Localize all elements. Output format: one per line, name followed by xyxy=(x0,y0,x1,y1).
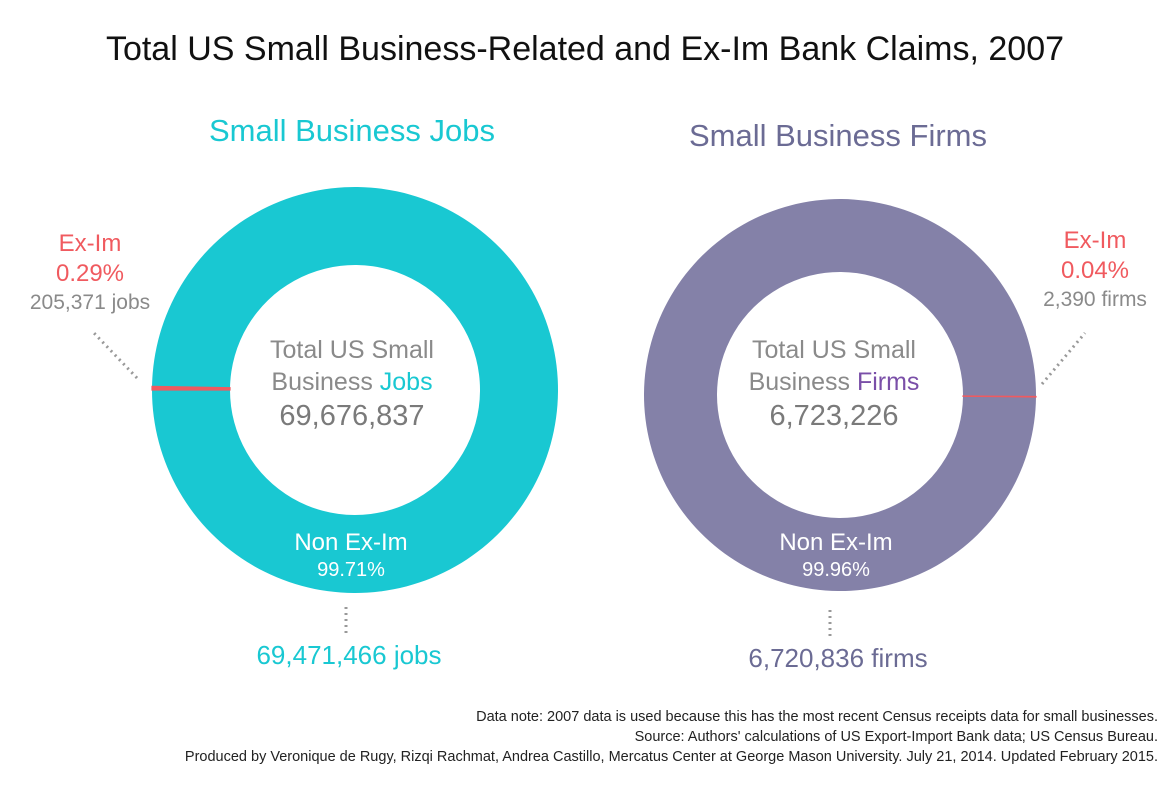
jobs-center-line2: Business Jobs xyxy=(222,366,482,398)
jobs-center-line2-prefix: Business xyxy=(271,368,380,396)
page-title: Total US Small Business-Related and Ex-I… xyxy=(105,30,1065,68)
firms-chart-title: Small Business Firms xyxy=(689,118,987,153)
firms-exim-count: 2,390 firms xyxy=(1043,288,1147,311)
firms-exim-slice xyxy=(962,395,1037,398)
firms-exim-label: Ex-Im xyxy=(1063,227,1127,254)
jobs-donut xyxy=(151,187,559,594)
jobs-exim-leader-line xyxy=(91,330,139,380)
jobs-non-label: Non Ex-Im xyxy=(294,529,408,556)
jobs-exim-label: Ex-Im xyxy=(58,230,122,257)
jobs-exim-callout: Ex-Im 0.29% 205,371 jobs xyxy=(10,229,170,317)
firms-center-line2: Business Firms xyxy=(704,366,964,398)
jobs-non-callout: Non Ex-Im 99.71% xyxy=(221,529,481,583)
firms-center-label: Total US Small Business Firms 6,723,226 xyxy=(704,334,964,434)
firms-center-highlight: Firms xyxy=(856,368,920,396)
jobs-center-line1: Total US Small xyxy=(270,336,434,364)
jobs-non-count: 69,471,466 jobs xyxy=(256,640,442,670)
firms-non-count: 6,720,836 firms xyxy=(748,643,928,673)
firms-non-callout: Non Ex-Im 99.96% xyxy=(706,529,966,583)
jobs-non-percent: 99.71% xyxy=(317,559,385,581)
firms-center-line1: Total US Small xyxy=(752,336,916,364)
firms-exim-callout: Ex-Im 0.04% 2,390 firms xyxy=(1020,226,1170,314)
jobs-exim-slice xyxy=(151,385,231,391)
firms-non-percent: 99.96% xyxy=(802,559,870,581)
jobs-total: 69,676,837 xyxy=(279,400,425,432)
jobs-exim-count: 205,371 jobs xyxy=(29,291,151,314)
source-note: Source: Authors' calculations of US Expo… xyxy=(634,729,1158,745)
firms-non-exim-slice xyxy=(643,199,1036,592)
data-note: Data note: 2007 data is used because thi… xyxy=(476,709,1158,725)
credits-note: Produced by Veronique de Rugy, Rizqi Rac… xyxy=(184,749,1158,765)
firms-exim-percent: 0.04% xyxy=(1060,257,1130,284)
jobs-exim-percent: 0.29% xyxy=(55,260,125,287)
firms-non-label: Non Ex-Im xyxy=(779,529,893,556)
jobs-chart-title: Small Business Jobs xyxy=(208,113,495,148)
jobs-non-exim-slice xyxy=(152,187,559,594)
footnotes: Data note: 2007 data is used because thi… xyxy=(185,707,1158,767)
jobs-center-highlight: Jobs xyxy=(379,368,433,396)
firms-center-line2-prefix: Business xyxy=(748,368,857,396)
firms-total: 6,723,226 xyxy=(769,400,899,432)
firms-exim-leader-line xyxy=(1040,332,1087,385)
firms-donut xyxy=(643,199,1037,592)
jobs-center-label: Total US Small Business Jobs 69,676,837 xyxy=(222,334,482,434)
